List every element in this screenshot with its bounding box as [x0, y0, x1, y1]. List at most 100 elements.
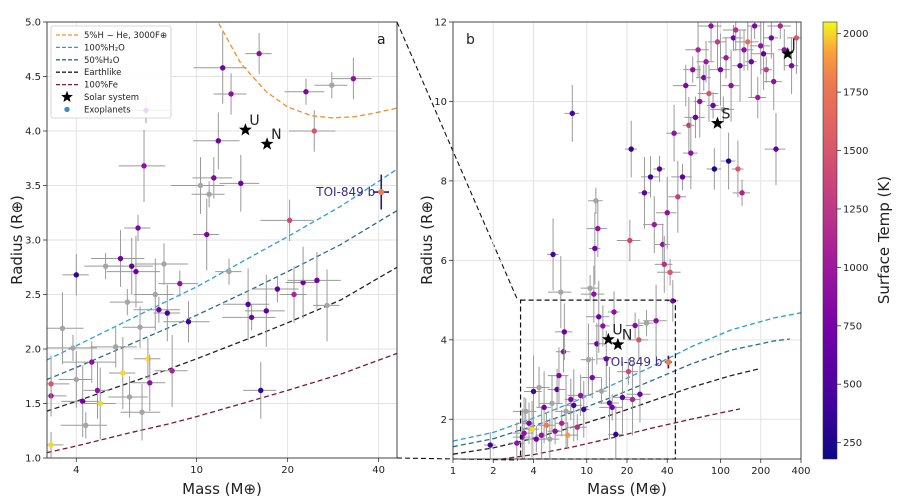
exoplanet-marker [664, 209, 670, 216]
panel-b-model-curves [453, 312, 801, 459]
exoplanet-point [595, 305, 610, 347]
legend-label: Earthlike [84, 68, 121, 78]
legend-label: 5%H − He, 3000F⊕ [84, 31, 167, 41]
exoplanet-marker [102, 263, 109, 269]
exoplanet-marker [303, 89, 309, 95]
exoplanet-marker [720, 106, 727, 113]
exoplanet-marker [238, 180, 244, 187]
exoplanet-point [47, 355, 70, 413]
panel-b-xlabel: Mass (M⊕) [587, 480, 667, 498]
solar-system-planet: N [260, 127, 282, 150]
exoplanet-point [734, 22, 759, 71]
exoplanet-marker [256, 50, 262, 57]
exoplanet-marker [593, 198, 599, 204]
exoplanet-point [546, 218, 559, 291]
solar-system-planet: N [611, 328, 632, 351]
y-tick-label: 8 [441, 176, 447, 187]
model-curve-100-h2o [47, 168, 397, 361]
exoplanet-point [192, 157, 233, 199]
exoplanet-marker [59, 325, 66, 331]
exoplanet-marker [751, 23, 758, 29]
exoplanet-point [746, 22, 762, 40]
colorbar-ticks: 250 500 750 1000 1250 1500 1750 2000 [837, 29, 868, 449]
exoplanet-marker [533, 436, 540, 442]
exoplanet-marker [723, 55, 729, 61]
panel-a-points [47, 31, 372, 458]
model-curve-100-fe [47, 352, 397, 454]
exoplanet-point [522, 402, 535, 445]
exoplanet-marker [554, 386, 560, 393]
zoom-rectangle [519, 299, 676, 460]
exoplanet-point [581, 356, 602, 399]
exoplanet-point [696, 40, 715, 83]
x-tick-label: 40 [661, 466, 674, 477]
exoplanet-point [564, 84, 580, 142]
exoplanet-marker [94, 387, 101, 394]
y-tick-label: 2 [441, 415, 447, 426]
exoplanet-marker [661, 261, 667, 268]
exoplanet-marker [550, 251, 556, 258]
exoplanet-point [696, 64, 711, 91]
exoplanet-point [722, 22, 747, 51]
exoplanet-marker [274, 286, 281, 292]
exoplanet-marker [139, 409, 145, 415]
exoplanet-point [767, 22, 791, 40]
exoplanet-point [215, 258, 242, 285]
exoplanet-point [547, 256, 572, 329]
exoplanet-point [653, 155, 666, 183]
exoplanet-marker [594, 341, 600, 347]
exoplanet-marker [152, 291, 158, 298]
legend-label: Solar system [84, 93, 139, 103]
exoplanet-marker [745, 39, 751, 45]
exoplanet-marker [692, 114, 699, 121]
exoplanet-point [627, 319, 649, 361]
exoplanet-point [314, 72, 348, 99]
exoplanet-marker [211, 175, 217, 181]
star-marker [611, 337, 625, 351]
panel-b-solar-system: U N S J [601, 37, 796, 351]
solar-planet-label: U [612, 322, 622, 338]
exoplanet-marker [777, 23, 783, 29]
exoplanet-point [243, 362, 277, 419]
exoplanet-point [585, 280, 610, 353]
exoplanet-point [171, 157, 225, 214]
exoplanet-point [193, 112, 240, 170]
solar-system-planet: S [711, 106, 731, 129]
exoplanet-marker [651, 221, 657, 228]
exoplanet-marker [671, 130, 677, 136]
exoplanet-point [709, 33, 730, 106]
exoplanet-marker [629, 396, 636, 403]
star-marker [781, 47, 795, 60]
exoplanet-point [158, 270, 199, 297]
exoplanet-marker [314, 277, 320, 284]
x-tick-label: 4 [73, 465, 79, 476]
exoplanet-marker [637, 391, 643, 397]
panel-b: U NSJ TOI-849 b 1 2 4 10 20 40 100 200 4002468101… [418, 18, 811, 499]
exoplanet-point [47, 292, 84, 365]
exoplanet-point [134, 338, 161, 380]
exoplanet-point [783, 37, 799, 95]
exoplanet-marker [245, 301, 251, 308]
exoplanet-marker [653, 318, 659, 324]
colorbar-tick-label: 750 [843, 321, 862, 332]
exoplanet-point [90, 326, 137, 368]
exoplanet-point [222, 304, 276, 331]
exoplanet-marker [675, 194, 681, 200]
exoplanet-point [720, 132, 736, 190]
exoplanet-marker [541, 404, 547, 411]
panel-b-points [484, 22, 801, 459]
panel-b-label: b [466, 32, 475, 48]
exoplanet-point [83, 362, 110, 419]
toi849b-label: TOI-849 b [315, 185, 375, 199]
exoplanet-point [120, 383, 161, 441]
exoplanet-marker [117, 255, 124, 262]
x-tick-label: 200 [751, 466, 770, 477]
exoplanet-marker [625, 368, 632, 375]
exoplanet-point [643, 196, 664, 254]
exoplanet-point [260, 199, 314, 242]
exoplanet-point [577, 380, 590, 438]
exoplanet-marker [164, 310, 171, 316]
exoplanet-marker [748, 59, 755, 65]
exoplanet-point [613, 361, 631, 434]
